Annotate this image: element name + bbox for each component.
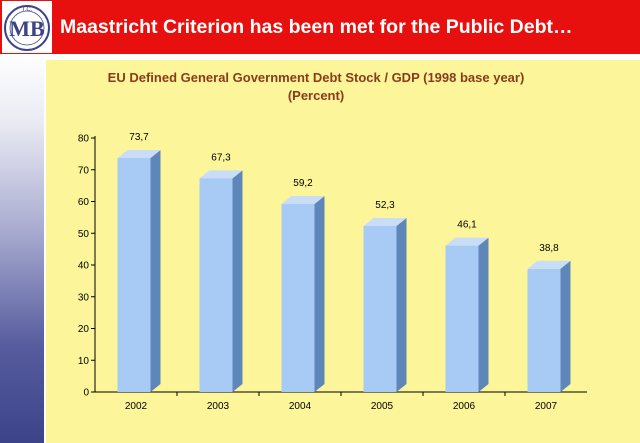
bar-front bbox=[445, 245, 479, 392]
y-tick-label: 80 bbox=[78, 134, 90, 145]
x-tick-label: 2007 bbox=[535, 401, 558, 412]
y-tick-label: 30 bbox=[78, 292, 90, 303]
chart-subtitle: (Percent) bbox=[288, 88, 344, 103]
bar-top bbox=[117, 150, 161, 159]
x-tick-label: 2006 bbox=[453, 401, 476, 412]
x-tick-label: 2003 bbox=[207, 401, 230, 412]
y-tick-label: 10 bbox=[78, 356, 90, 367]
slide-title: Maastricht Criterion has been met for th… bbox=[60, 16, 573, 38]
y-tick-label: 40 bbox=[78, 261, 90, 272]
data-label: 38,8 bbox=[539, 243, 559, 254]
y-tick-label: 70 bbox=[78, 165, 90, 176]
bar-front bbox=[363, 225, 397, 392]
bar-top bbox=[363, 217, 407, 226]
x-tick-label: 2005 bbox=[371, 401, 394, 412]
bar-front bbox=[199, 178, 233, 392]
bar-2007 bbox=[527, 260, 571, 392]
decorative-sidebar bbox=[0, 54, 44, 443]
y-tick-label: 60 bbox=[78, 197, 90, 208]
bar-side bbox=[396, 217, 407, 392]
slide-header: T.C. MB Maastricht Criterion has been me… bbox=[0, 0, 640, 54]
logo-top-text: T.C. bbox=[22, 7, 33, 13]
bar-top bbox=[527, 260, 571, 269]
bar-side bbox=[478, 237, 489, 392]
data-label: 46,1 bbox=[457, 220, 477, 231]
data-label: 67,3 bbox=[211, 152, 231, 163]
bar-2003 bbox=[199, 170, 243, 392]
ministry-logo: T.C. MB bbox=[2, 1, 52, 53]
logo-initials: MB bbox=[9, 16, 45, 41]
y-tick-label: 50 bbox=[78, 229, 90, 240]
data-label: 59,2 bbox=[293, 178, 313, 189]
bar-top bbox=[445, 237, 489, 246]
bar-top bbox=[281, 196, 325, 205]
bar-side bbox=[314, 196, 325, 392]
bar-2004 bbox=[281, 196, 325, 392]
bar-side bbox=[150, 150, 161, 392]
y-tick-label: 0 bbox=[83, 388, 89, 399]
bar-side bbox=[232, 170, 243, 392]
bar-side bbox=[560, 260, 571, 392]
data-label: 52,3 bbox=[375, 200, 395, 211]
bar-2006 bbox=[445, 237, 489, 392]
bar-front bbox=[117, 158, 151, 392]
chart-title: EU Defined General Government Debt Stock… bbox=[108, 70, 525, 85]
data-label: 73,7 bbox=[129, 132, 149, 143]
bar-chart: EU Defined General Government Debt Stock… bbox=[78, 70, 587, 412]
y-tick-label: 20 bbox=[78, 324, 90, 335]
bar-2005 bbox=[363, 217, 407, 392]
x-tick-label: 2002 bbox=[125, 401, 148, 412]
bar-front bbox=[527, 268, 561, 392]
logo-emblem: T.C. MB bbox=[4, 5, 50, 51]
x-tick-label: 2004 bbox=[289, 401, 312, 412]
bar-top bbox=[199, 170, 243, 179]
bar-front bbox=[281, 204, 315, 392]
bar-2002 bbox=[117, 150, 161, 392]
chart-panel: EU Defined General Government Debt Stock… bbox=[46, 60, 640, 443]
